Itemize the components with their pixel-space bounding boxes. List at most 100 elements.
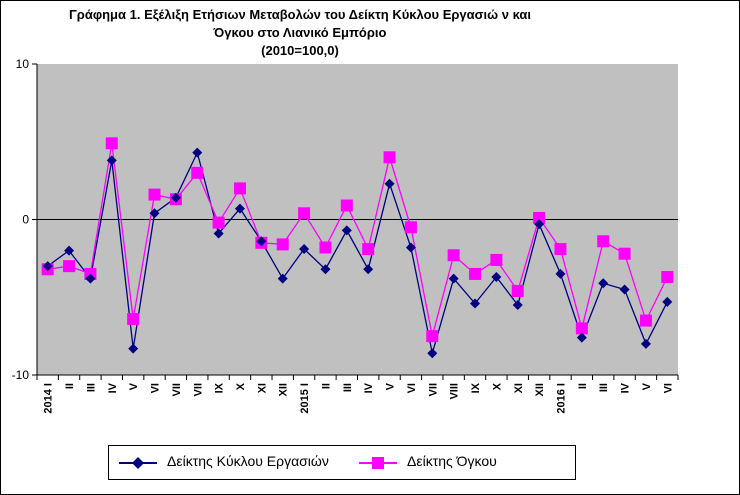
volume-point [661, 271, 674, 284]
x-tick-label: IV [620, 382, 632, 393]
volume-point [233, 182, 246, 195]
x-tick-label: 2015 I [299, 383, 311, 414]
square-marker-icon [372, 457, 384, 469]
x-tick-label: 2014 I [43, 383, 55, 414]
turnover-point [256, 236, 267, 247]
x-tick-label: X [491, 382, 503, 390]
x-tick-label: XII [534, 383, 546, 396]
volume-point [447, 249, 460, 262]
volume-point [383, 151, 396, 164]
x-tick-label: II [64, 383, 76, 389]
turnover-point [534, 219, 545, 230]
x-tick-label: IV [107, 382, 119, 393]
x-tick-label: VIII [449, 383, 461, 400]
y-tick-label: -10 [12, 368, 30, 382]
turnover-point [576, 332, 587, 343]
volume-point [533, 211, 546, 224]
volume-point [639, 314, 652, 327]
x-tick-label: IX [214, 382, 226, 393]
y-tick-label: 0 [22, 213, 29, 227]
volume-point [426, 330, 439, 343]
x-tick-label: III [85, 383, 97, 392]
x-tick-label: XII [278, 383, 290, 396]
x-tick-label: IX [470, 382, 482, 393]
chart-title: Γράφημα 1. Εξέλιξη Ετήσιων Μεταβολών του… [68, 7, 532, 22]
turnover-point [512, 300, 523, 311]
x-tick-label: III [598, 383, 610, 392]
volume-point [618, 247, 631, 260]
x-tick-label: III [342, 383, 354, 392]
turnover-point [662, 296, 673, 307]
x-tick-label: II [320, 383, 332, 389]
turnover-point [384, 178, 395, 189]
turnover-point [192, 147, 203, 158]
legend-label-volume: Δείκτης Όγκου [407, 453, 497, 469]
y-tick-label: 10 [16, 57, 30, 71]
turnover-point [555, 268, 566, 279]
turnover-point [320, 264, 331, 275]
turnover-point [405, 242, 416, 253]
x-tick-label: VI [662, 383, 674, 393]
volume-point [127, 313, 140, 326]
volume-point [575, 322, 588, 335]
chart-subtitle: (2010=100,0) [261, 43, 339, 58]
volume-point [105, 137, 118, 150]
x-tick-labels: 2014 I II III IV V VI VII VII IX X XI XII 2015 I II II… [43, 382, 675, 413]
x-tick-label: II [577, 383, 589, 389]
volume-point [276, 238, 289, 251]
turnover-point [363, 264, 374, 275]
axes [32, 63, 679, 380]
volume-point [469, 267, 482, 280]
turnover-point [619, 284, 630, 295]
volume-point [298, 207, 311, 220]
turnover-point [470, 298, 481, 309]
x-tick-label: VI [150, 383, 162, 393]
turnover-point [42, 261, 53, 272]
x-tick-label: X [235, 382, 247, 390]
x-tick-label: V [128, 382, 140, 390]
x-tick-label: VII [192, 383, 204, 396]
volume-point [212, 216, 225, 229]
turnover-point [427, 348, 438, 359]
x-tick-label: VI [406, 383, 418, 393]
volume-point [362, 243, 375, 256]
volume-point [319, 241, 332, 254]
legend: Δείκτης Κύκλου Εργασιών Δείκτης Όγκου [108, 445, 576, 480]
chart-title-line-2: Όγκου στο Λιανικό Εμπόριο [213, 25, 387, 40]
turnover-point [106, 155, 117, 166]
volume-point [63, 260, 76, 273]
x-tick-label: XI [513, 383, 525, 393]
x-tick-label: VII [427, 383, 439, 396]
volume-point [490, 253, 503, 266]
turnover-point [277, 273, 288, 284]
legend-label-turnover: Δείκτης Κύκλου Εργασιών [167, 453, 329, 469]
turnover-point [170, 192, 181, 203]
volume-series-line [47, 143, 668, 337]
turnover-point [64, 245, 75, 256]
volume-point [597, 235, 610, 248]
turnover-point [598, 278, 609, 289]
turnover-point [640, 338, 651, 349]
x-tick-label: IV [363, 382, 375, 393]
series-lines [47, 143, 668, 354]
volume-point [340, 199, 353, 212]
volume-point [404, 221, 417, 234]
volume-point [191, 166, 204, 179]
turnover-point [213, 228, 224, 239]
x-tick-label: VII [171, 383, 183, 396]
turnover-point [85, 273, 96, 284]
turnover-series-line [47, 150, 668, 354]
y-tick-labels: 10 0 -10 [12, 57, 30, 382]
volume-point [511, 285, 524, 298]
x-tick-label: V [385, 382, 397, 390]
turnover-point [149, 208, 160, 219]
volume-point [148, 188, 161, 201]
x-tick-label: 2016 I [555, 383, 567, 414]
x-tick-label: V [641, 382, 653, 390]
turnover-point [234, 203, 245, 214]
x-tick-label: XI [256, 383, 268, 393]
volume-point [554, 243, 567, 256]
turnover-point [491, 272, 502, 283]
